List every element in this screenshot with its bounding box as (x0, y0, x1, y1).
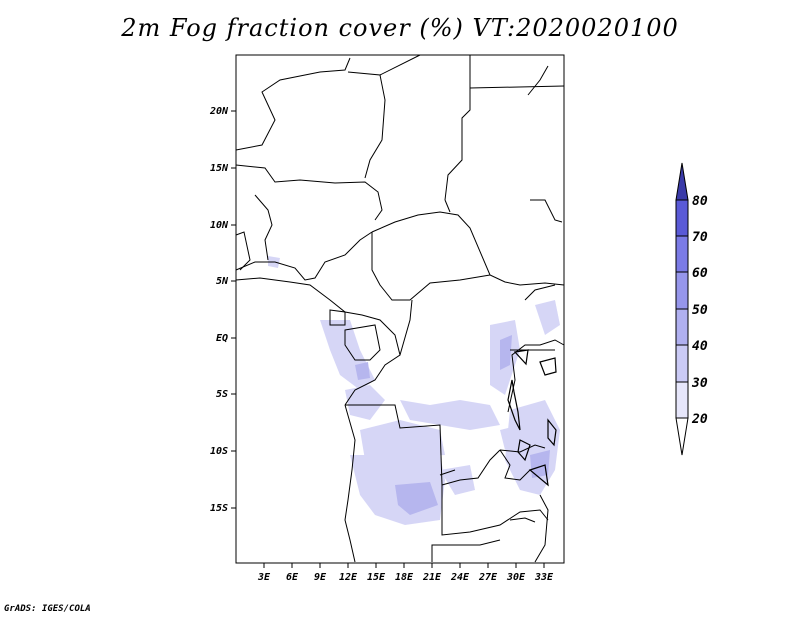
lat-axis: 20N 15N 10N 5N EQ 5S 10S 15S (209, 106, 236, 514)
lon-tick-label: 33E (534, 572, 554, 583)
colorbar-label: 70 (692, 230, 708, 245)
colorbar-label: 60 (692, 266, 708, 281)
map-title: 2m Fog fraction cover (%) VT:2020020100 (121, 14, 679, 42)
colorbar-swatch (675, 308, 689, 346)
lon-tick-label: 27E (478, 572, 498, 583)
lakes (507, 349, 557, 487)
lat-tick-label: 15S (210, 503, 228, 514)
colorbar-swatch (675, 235, 689, 273)
lon-tick-label: 3E (257, 572, 271, 583)
grads-credit: GrADS: IGES/COLA (4, 604, 91, 614)
lon-tick-label: 12E (339, 572, 358, 583)
lat-tick-label: 20N (209, 106, 229, 117)
lon-tick-label: 9E (314, 572, 327, 583)
lat-tick-label: 10N (210, 220, 229, 231)
country-borders (235, 54, 565, 563)
colorbar-swatch (675, 199, 689, 237)
colorbar-lower-arrow (675, 417, 689, 456)
lon-tick-label: 18E (395, 572, 414, 583)
lat-tick-label: 10S (210, 446, 228, 457)
colorbar-label: 50 (692, 303, 708, 318)
lon-tick-label: 30E (506, 572, 526, 583)
colorbar-label: 20 (691, 412, 708, 427)
colorbar-upper-arrow (675, 162, 689, 201)
fog-shading-dense (355, 335, 550, 515)
lat-tick-label: EQ (216, 333, 228, 344)
lat-tick-label: 5S (216, 389, 228, 400)
lon-tick-label: 21E (422, 572, 442, 583)
lon-axis: 3E 6E 9E 12E 15E 18E 21E 24E 27E 30E 33E (257, 563, 554, 583)
colorbar-swatch (675, 381, 689, 419)
lon-tick-label: 15E (367, 572, 386, 583)
lon-tick-label: 24E (450, 572, 470, 583)
colorbar-swatch (675, 344, 689, 383)
lat-tick-label: 5N (216, 276, 229, 287)
colorbar-swatch (675, 271, 689, 310)
lon-tick-label: 6E (286, 572, 299, 583)
colorbar-label: 40 (692, 339, 708, 354)
colorbar-label: 80 (692, 194, 708, 209)
lat-tick-label: 15N (210, 163, 229, 174)
colorbar: 20 30 40 50 60 70 80 (675, 162, 708, 456)
colorbar-label: 30 (691, 376, 708, 391)
